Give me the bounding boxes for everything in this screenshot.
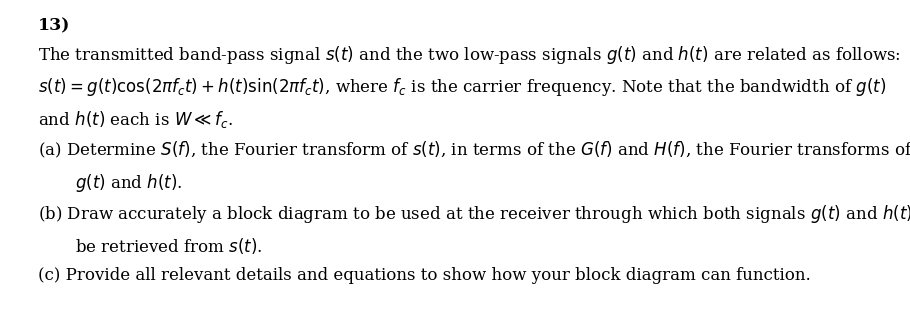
Text: (b) Draw accurately a block diagram to be used at the receiver through which bot: (b) Draw accurately a block diagram to b… — [38, 203, 910, 225]
Text: (a) Determine $S(f)$, the Fourier transform of $s(t)$, in terms of the $G(f)$ an: (a) Determine $S(f)$, the Fourier transf… — [38, 140, 910, 160]
Text: The transmitted band-pass signal $s(t)$ and the two low-pass signals $g(t)$ and : The transmitted band-pass signal $s(t)$ … — [38, 44, 901, 66]
Text: 13): 13) — [38, 18, 71, 35]
Text: $g(t)$ and $h(t)$.: $g(t)$ and $h(t)$. — [75, 172, 182, 195]
Text: $s(t) = g(t)\cos(2\pi f_c t) + h(t)\sin(2\pi f_c t)$, where $f_c$ is the carrier: $s(t) = g(t)\cos(2\pi f_c t) + h(t)\sin(… — [38, 76, 886, 99]
Text: and $h(t)$ each is $W \ll f_c$.: and $h(t)$ each is $W \ll f_c$. — [38, 109, 233, 130]
Text: be retrieved from $s(t)$.: be retrieved from $s(t)$. — [75, 236, 262, 256]
Text: (c) Provide all relevant details and equations to show how your block diagram ca: (c) Provide all relevant details and equ… — [38, 267, 811, 284]
